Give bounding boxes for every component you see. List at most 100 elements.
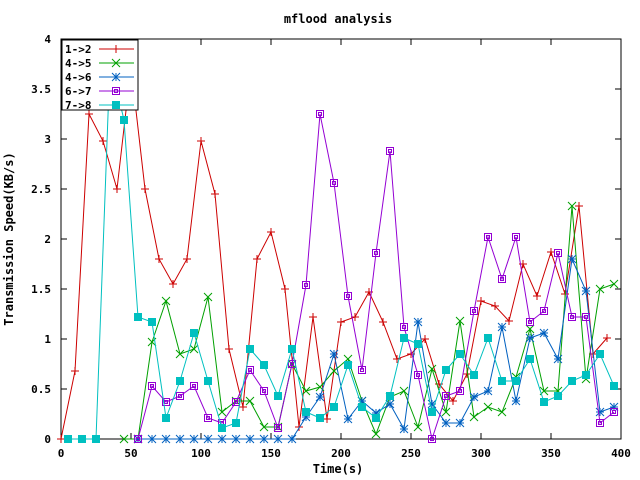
data-point [231,434,241,444]
y-tick-label: 3 [44,133,51,146]
data-point [385,399,395,409]
legend-swatch-marker [111,58,121,68]
data-point [274,392,282,400]
data-point [190,382,198,390]
data-point [449,397,457,405]
data-point [497,407,507,417]
data-point [217,407,227,417]
data-point [540,398,548,406]
data-point [358,366,366,374]
data-point [99,137,107,145]
data-point [232,419,240,427]
data-point [400,323,408,331]
data-point [57,435,65,443]
data-point [596,350,604,358]
data-point [225,345,233,353]
data-point [134,313,142,321]
data-point [526,355,534,363]
data-point [525,333,535,343]
data-point [609,279,619,289]
legend-box [61,39,139,111]
data-point [483,402,493,412]
data-point [273,434,283,444]
data-point [337,318,345,326]
data-point [540,307,548,315]
data-point [568,377,576,385]
data-point [469,392,479,402]
data-point [64,435,72,443]
data-point [547,248,555,256]
data-point [539,328,549,338]
legend-label: 6->7 [65,85,92,98]
series-line [68,60,615,440]
data-point [610,408,618,416]
data-point [442,366,450,374]
data-point [113,185,121,193]
data-point [567,254,577,264]
data-point [260,387,268,395]
data-point [343,414,353,424]
data-point [400,334,408,342]
data-point [533,292,541,300]
legend-label: 4->6 [65,71,92,84]
series-line [124,205,615,440]
data-point [316,110,324,118]
legend-swatch-marker [112,45,120,53]
axis-ticks: 0 50 100 150 200 250 300 350 400 0 0.5 1 1.5 2 2.5 3 3.5… [31,33,631,460]
x-tick-label: 100 [191,447,211,460]
x-tick-label: 300 [471,447,491,460]
data-point [470,307,478,315]
data-point [281,285,289,293]
legend-label: 7->8 [65,99,92,112]
chart-title: mflood analysis [284,12,392,26]
data-point [441,418,451,428]
data-point [358,403,366,411]
data-point [329,349,339,359]
data-point [442,392,450,400]
data-point [428,408,436,416]
series-4 [64,57,618,443]
data-point [567,201,577,211]
legend: 1->24->54->66->77->8 [61,39,139,112]
data-point [246,345,254,353]
data-point [141,185,149,193]
data-point [302,281,310,289]
data-point [456,350,464,358]
data-point [428,435,436,443]
data-point [372,249,380,257]
data-point [148,318,156,326]
data-point [582,313,590,321]
data-point [469,412,479,422]
data-point [554,392,562,400]
data-point [344,292,352,300]
data-point [71,367,79,375]
data-point [176,377,184,385]
data-point [119,434,129,444]
data-point [484,233,492,241]
data-point [190,329,198,337]
data-point [197,137,205,145]
series-layer [57,57,619,444]
data-point [484,334,492,342]
data-point [85,110,93,118]
data-point [330,403,338,411]
data-point [491,302,499,310]
data-point [441,407,451,417]
data-point [134,435,142,443]
data-point [147,434,157,444]
data-point [189,434,199,444]
y-tick-label: 2 [44,233,51,246]
legend-swatch-marker [112,87,120,95]
legend-swatch-marker [111,72,121,82]
data-point [176,392,184,400]
data-point [483,386,493,396]
data-point [302,408,310,416]
data-point [183,255,191,263]
data-point [413,422,423,432]
data-point [211,190,219,198]
data-point [175,349,185,359]
data-point [414,371,422,379]
series-line [137,113,615,441]
data-point [497,322,507,332]
data-point [372,414,380,422]
